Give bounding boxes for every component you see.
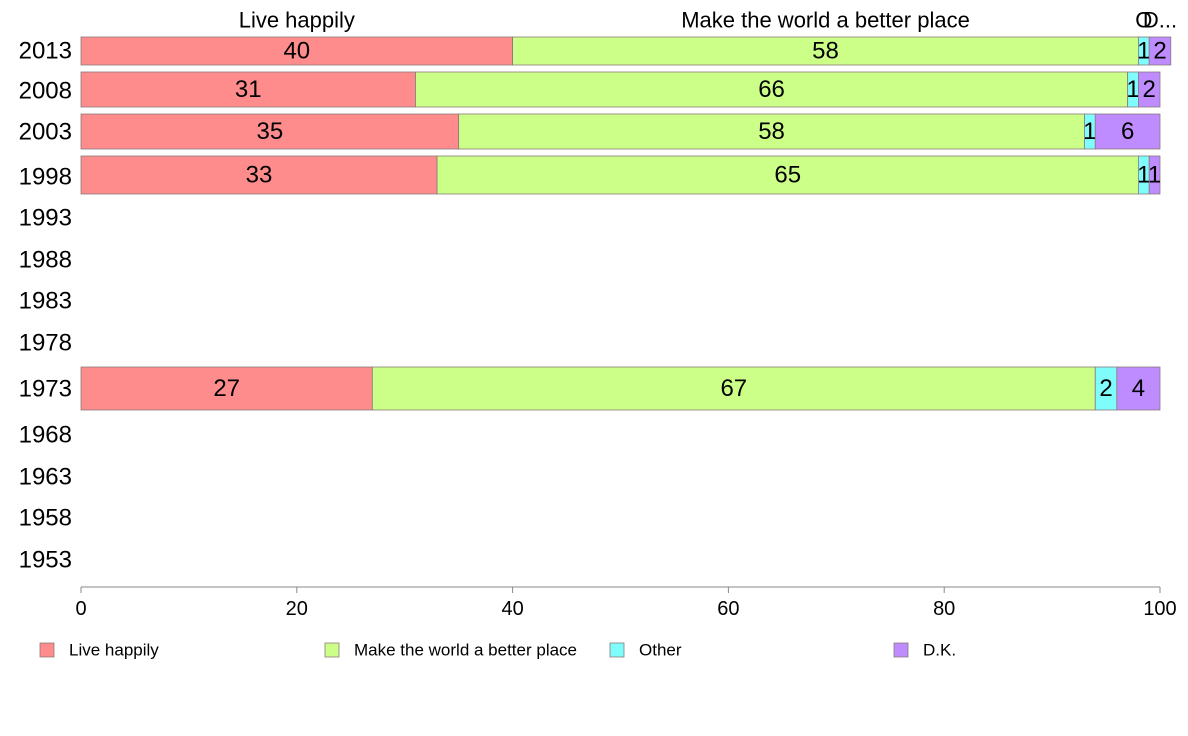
legend-swatch-1 xyxy=(324,642,340,658)
bar-label-1973-series-2: 2 xyxy=(1099,375,1112,402)
legend-label-0: Live happily xyxy=(69,641,159,660)
year-label-1988: 1988 xyxy=(19,247,72,274)
bar-2003-series-1 xyxy=(458,113,1085,150)
bar-label-2003-series-0: 35 xyxy=(256,118,283,145)
year-label-1998: 1998 xyxy=(19,164,72,191)
bar-2013-series-3 xyxy=(1148,36,1172,66)
legend-label-3: D.K. xyxy=(923,641,956,660)
legend-label-1: Make the world a better place xyxy=(354,641,577,660)
bar-label-1973-series-0: 27 xyxy=(213,375,240,402)
bar-label-2008-series-1: 66 xyxy=(758,76,785,103)
year-label-1983: 1983 xyxy=(19,288,72,315)
legend-swatch-3 xyxy=(893,642,909,658)
bar-1998-series-1 xyxy=(436,155,1139,195)
bar-label-1973-series-3: 4 xyxy=(1132,375,1145,402)
bar-2003-series-3 xyxy=(1094,113,1161,150)
bar-1973-series-1 xyxy=(371,366,1096,411)
year-label-1968: 1968 xyxy=(19,422,72,449)
year-label-2013: 2013 xyxy=(19,38,72,65)
legend-swatch-0 xyxy=(39,642,55,658)
bar-label-1998-series-0: 33 xyxy=(246,162,273,189)
bar-label-1998-series-2: 1 xyxy=(1137,162,1150,189)
bar-label-1973-series-1: 67 xyxy=(720,375,747,402)
bar-label-2013-series-1: 58 xyxy=(812,38,839,65)
bar-label-2013-series-2: 1 xyxy=(1137,38,1150,65)
column-header-2: O xyxy=(1135,8,1152,33)
bar-label-2008-series-2: 1 xyxy=(1126,76,1139,103)
bar-label-2003-series-2: 1 xyxy=(1083,118,1096,145)
bar-2013-series-0 xyxy=(80,36,514,66)
year-label-1958: 1958 xyxy=(19,505,72,532)
legend-label-2: Other xyxy=(639,641,682,660)
bar-label-2008-series-3: 2 xyxy=(1143,76,1156,103)
year-label-2003: 2003 xyxy=(19,119,72,146)
year-label-2008: 2008 xyxy=(19,78,72,105)
column-header-1: Make the world a better place xyxy=(681,8,970,33)
bar-2013-series-1 xyxy=(512,36,1139,66)
year-label-1953: 1953 xyxy=(19,547,72,574)
bar-2008-series-1 xyxy=(415,71,1129,108)
bar-label-2013-series-3: 2 xyxy=(1153,38,1166,65)
bar-1973-series-3 xyxy=(1116,366,1161,411)
bar-label-1998-series-1: 65 xyxy=(774,162,801,189)
year-label-1973: 1973 xyxy=(19,376,72,403)
bar-1973-series-0 xyxy=(80,366,373,411)
bar-label-2003-series-1: 58 xyxy=(758,118,785,145)
bar-label-2008-series-0: 31 xyxy=(235,76,262,103)
x-tick-label-1: 20 xyxy=(286,598,308,620)
x-tick-label-0: 0 xyxy=(75,598,86,620)
column-header-3: D... xyxy=(1143,8,1177,33)
bar-2008-series-3 xyxy=(1138,71,1161,108)
bar-label-2003-series-3: 6 xyxy=(1121,118,1134,145)
year-label-1993: 1993 xyxy=(19,205,72,232)
column-header-0: Live happily xyxy=(239,8,355,33)
year-label-1978: 1978 xyxy=(19,330,72,357)
bar-2008-series-0 xyxy=(80,71,416,108)
year-label-1963: 1963 xyxy=(19,464,72,491)
legend-swatch-2 xyxy=(609,642,625,658)
x-tick-label-2: 40 xyxy=(501,598,523,620)
bar-label-1998-series-3: 1 xyxy=(1148,162,1161,189)
x-tick-label-4: 80 xyxy=(933,598,955,620)
bar-2003-series-0 xyxy=(80,113,460,150)
x-tick-label-3: 60 xyxy=(717,598,739,620)
x-tick-label-5: 100 xyxy=(1143,598,1176,620)
bar-1998-series-3 xyxy=(1148,155,1161,195)
bar-label-2013-series-0: 40 xyxy=(283,38,310,65)
